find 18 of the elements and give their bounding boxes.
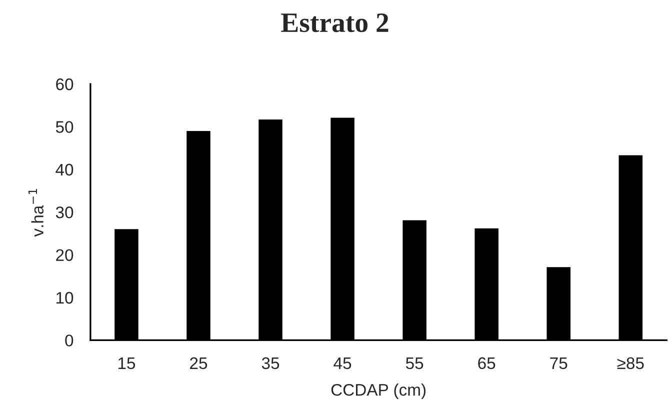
x-tick-label: 25 — [190, 357, 208, 370]
y-tick-label: 10 — [56, 292, 74, 304]
y-tick-label: 30 — [56, 206, 74, 218]
chart-title: Estrato 2 — [281, 13, 388, 32]
x-tick-label: 45 — [334, 357, 352, 370]
y-tick-label: 20 — [56, 249, 74, 262]
x-tick-label: ≥85 — [617, 357, 644, 370]
x-tick-label: 15 — [118, 357, 136, 370]
y-tick-label: 50 — [56, 121, 74, 133]
x-tick-label: 75 — [550, 357, 568, 370]
x-tick-label: 35 — [262, 357, 280, 370]
y-tick-label: 40 — [56, 164, 74, 176]
y-tick-label: 60 — [56, 78, 74, 90]
x-axis-title: CCDAP (cm) — [331, 384, 426, 400]
y-axis-title: v.ha$^{−1}$ — [28, 188, 44, 237]
x-tick-label: 55 — [406, 357, 424, 370]
y-tick-label: 0 — [65, 334, 74, 346]
x-tick-label: 65 — [478, 357, 496, 370]
